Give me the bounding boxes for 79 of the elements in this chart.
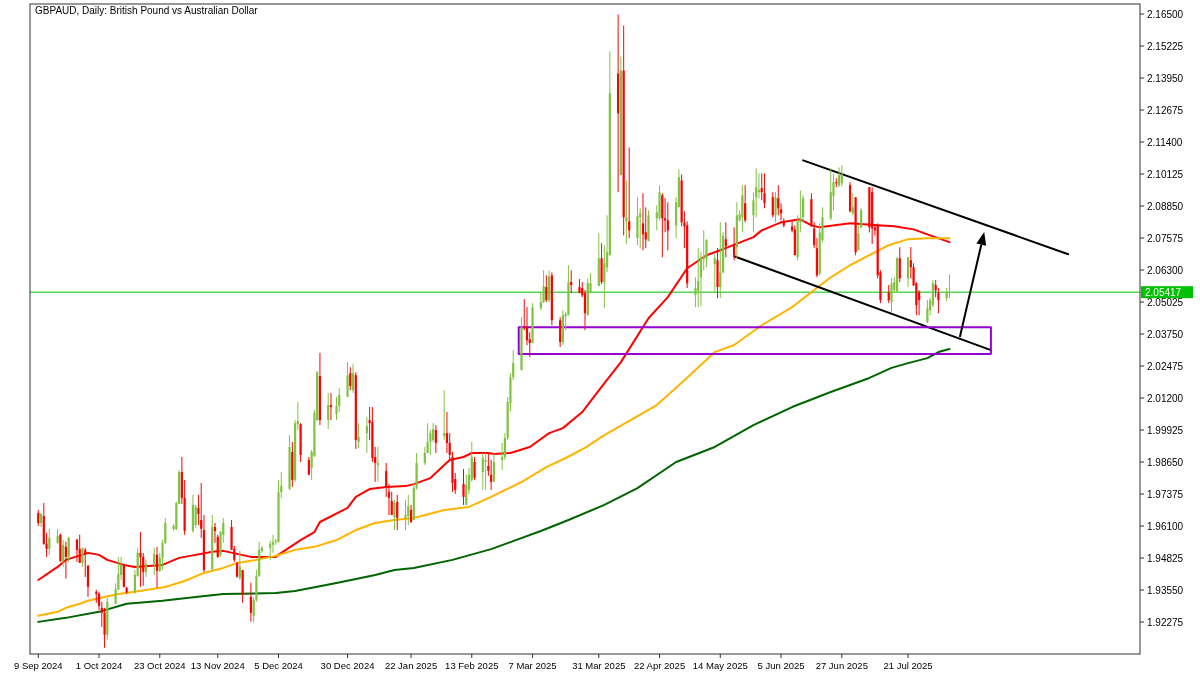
ref-line-label: 2.05417 — [1145, 286, 1182, 298]
candlestick — [153, 547, 156, 576]
line-series — [37, 348, 951, 623]
candlestick — [948, 273, 951, 299]
y-tick-label: 2.02475 — [1147, 360, 1184, 372]
x-tick-label: 30 Dec 2024 — [320, 660, 375, 671]
candlestick — [75, 538, 79, 563]
y-tick-label: 1.96100 — [1147, 520, 1184, 532]
candlestick — [733, 226, 736, 261]
x-tick-label: 23 Oct 2024 — [133, 660, 186, 671]
candlestick — [407, 494, 410, 526]
candlestick — [434, 424, 437, 454]
y-tick-label: 2.16500 — [1147, 8, 1184, 20]
candlestick — [625, 179, 628, 245]
x-tick-label: 22 Jan 2025 — [384, 660, 438, 671]
x-tick-label: 1 Oct 2024 — [75, 660, 123, 671]
candlestick — [851, 192, 854, 216]
candlestick — [661, 192, 664, 258]
y-tick-label: 1.98650 — [1147, 456, 1184, 468]
chart-title: GBPAUD, Daily: British Pound vs Australian Dollar — [35, 5, 259, 16]
y-tick-label: 2.10125 — [1147, 168, 1184, 180]
candlestick — [396, 494, 399, 531]
candlestick — [840, 164, 843, 187]
x-tick-label: 13 Nov 2024 — [190, 660, 245, 671]
y-tick-label: 2.06300 — [1147, 264, 1184, 276]
y-tick-label: 1.94825 — [1147, 552, 1184, 564]
candlestick — [600, 242, 603, 285]
y-tick-label: 2.05025 — [1147, 296, 1184, 308]
y-tick-label: 2.03750 — [1147, 328, 1184, 340]
x-tick-label: 7 Mar 2025 — [508, 660, 557, 671]
y-tick-label: 1.93550 — [1147, 584, 1184, 596]
y-tick-label: 2.13950 — [1147, 72, 1184, 84]
candlestick — [484, 452, 487, 491]
x-tick-label: 5 Dec 2024 — [254, 660, 303, 671]
candlestick — [249, 582, 252, 623]
y-tick-label: 2.15225 — [1147, 40, 1184, 52]
y-tick-label: 2.07575 — [1147, 232, 1184, 244]
x-tick-label: 14 May 2025 — [692, 660, 748, 671]
candlestick — [404, 499, 407, 531]
candlestick — [777, 184, 780, 216]
candlestick — [462, 468, 465, 506]
candlestick — [473, 456, 476, 481]
y-tick-label: 1.92275 — [1147, 616, 1184, 628]
candlestick — [548, 269, 551, 303]
candlestick — [898, 246, 901, 283]
y-tick-label: 1.97375 — [1147, 488, 1184, 500]
candlestick — [194, 504, 197, 529]
candlestick — [346, 361, 349, 398]
candlestick — [78, 534, 81, 564]
candlestick — [697, 247, 700, 308]
x-tick-label: 5 Jun 2025 — [757, 660, 805, 671]
candlestick — [443, 389, 446, 441]
candlestick — [67, 536, 70, 563]
y-tick-label: 2.01200 — [1147, 392, 1184, 404]
x-tick-label: 22 Apr 2025 — [633, 660, 686, 671]
candlestick — [357, 422, 360, 449]
y-tick-label: 2.08850 — [1147, 200, 1184, 212]
candlestick — [713, 253, 716, 294]
candlestick — [763, 172, 766, 209]
candlestick — [349, 366, 352, 391]
candlestick — [628, 146, 631, 239]
candlestick — [481, 452, 484, 491]
y-tick-label: 1.99925 — [1147, 424, 1184, 436]
y-tick-label: 2.11400 — [1147, 136, 1183, 148]
candlestick — [393, 499, 396, 531]
x-tick-label: 27 Jun 2025 — [815, 660, 868, 671]
x-tick-label: 21 Jul 2025 — [883, 660, 933, 671]
x-tick-label: 13 Feb 2025 — [445, 660, 499, 671]
candlestick — [423, 446, 426, 466]
candlestick — [771, 191, 774, 218]
candlestick — [376, 446, 380, 483]
y-tick-label: 2.12675 — [1147, 104, 1184, 116]
candlestick — [545, 274, 548, 303]
candlestick — [636, 196, 639, 246]
candlestick — [327, 392, 330, 430]
candlestick — [666, 201, 669, 251]
x-tick-label: 9 Sep 2024 — [13, 660, 63, 671]
x-tick-label: 31 Mar 2025 — [572, 660, 626, 671]
candlestick — [48, 528, 51, 556]
